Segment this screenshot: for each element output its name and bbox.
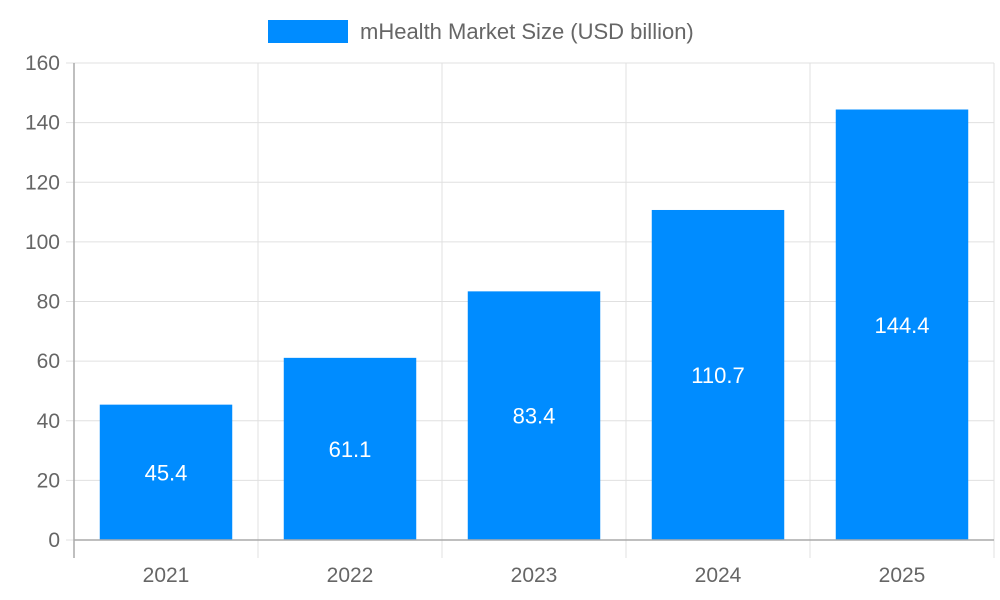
x-tick-label: 2023 [511,564,558,587]
legend-swatch [268,20,348,43]
y-tick-label: 120 [25,171,60,194]
x-tick-label: 2025 [879,564,926,587]
bar-2021 [99,404,233,540]
data-label: 61.1 [329,437,372,462]
x-tick-label: 2021 [143,564,190,587]
bar-2023 [467,291,601,540]
x-tick-label: 2024 [695,564,742,587]
bar-2024 [651,209,785,540]
y-tick-label: 80 [37,291,60,314]
y-tick-label: 20 [37,469,60,492]
bar-2022 [283,357,417,540]
x-tick-label: 2022 [327,564,374,587]
axes: 0 20 40 60 80 100 120 140 160 2021 2022 2023 2024 202… [25,52,994,587]
data-label: 110.7 [691,363,744,388]
y-tick-label: 140 [25,112,60,135]
bars: 45.4 61.1 83.4 110.7 144.4 [99,109,969,540]
data-label: 83.4 [513,404,556,429]
bar-2025 [835,109,969,540]
data-label: 144.4 [874,313,929,338]
y-tick-label: 40 [37,410,60,433]
y-tick-label: 0 [48,529,60,552]
y-tick-label: 60 [37,350,60,373]
legend-label: mHealth Market Size (USD billion) [360,19,694,44]
legend[interactable]: mHealth Market Size (USD billion) [268,19,694,44]
data-label: 45.4 [145,460,188,485]
y-tick-label: 100 [25,231,60,254]
y-tick-label: 160 [25,52,60,75]
